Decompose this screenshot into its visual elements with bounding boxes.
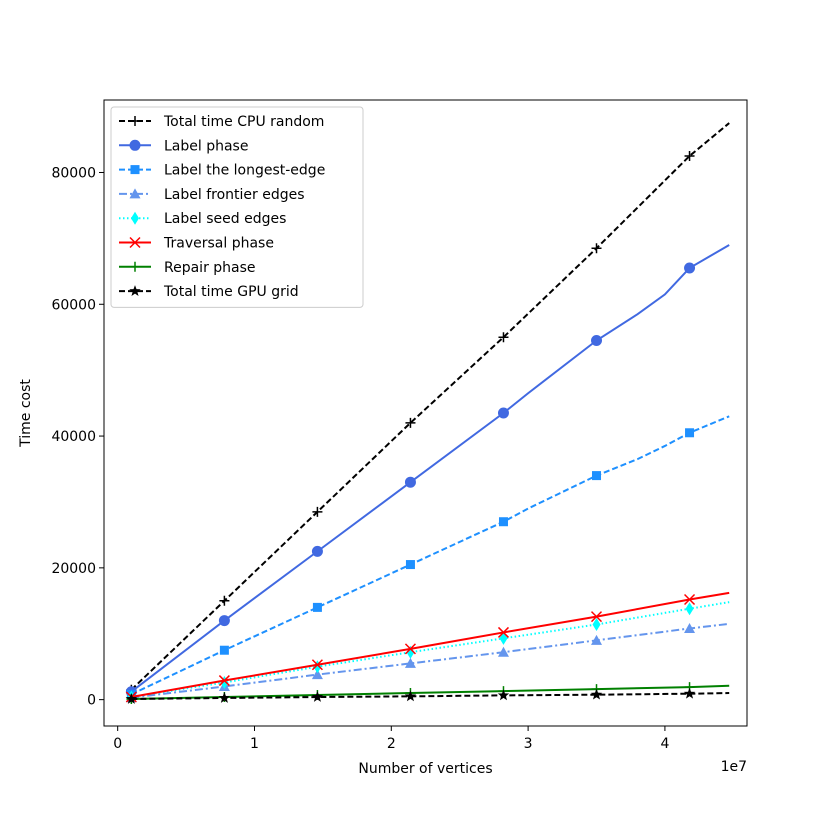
data-point-label-phase xyxy=(684,262,696,274)
y-tick-label: 60000 xyxy=(51,297,96,313)
series-line-label-seed-edges xyxy=(131,601,730,698)
y-tick-label: 40000 xyxy=(51,429,96,445)
data-point-total-time-cpu-random xyxy=(219,595,230,606)
data-point-label-frontier-edges xyxy=(497,646,509,657)
x-tick-label: 0 xyxy=(113,736,122,752)
data-point-total-time-gpu-grid xyxy=(218,691,231,703)
data-point-label-the-longest-edge xyxy=(312,602,322,612)
data-point-label-frontier-edges xyxy=(404,657,416,668)
legend-item-repair-phase: Repair phase xyxy=(119,260,256,276)
series-layer xyxy=(125,122,730,704)
legend-marker xyxy=(129,139,141,151)
data-point-label-frontier-edges xyxy=(591,634,603,645)
data-point-total-time-gpu-grid xyxy=(125,692,138,704)
legend-label: Label seed edges xyxy=(164,211,286,227)
legend-label: Label frontier edges xyxy=(164,187,305,203)
data-point-traversal-phase xyxy=(684,593,696,606)
data-point-total-time-cpu-random xyxy=(498,332,509,343)
data-point-traversal-phase xyxy=(218,675,230,687)
legend-item-traversal-phase: Traversal phase xyxy=(119,236,274,252)
series-line-label-the-longest-edge xyxy=(130,415,730,696)
data-point-traversal-phase xyxy=(311,659,323,671)
data-point-label-seed-edges xyxy=(592,618,601,632)
series-total-time-gpu-grid xyxy=(125,687,730,704)
data-point-total-time-gpu-grid xyxy=(311,691,324,702)
data-point-label-the-longest-edge xyxy=(405,560,415,570)
data-point-label-the-longest-edge xyxy=(219,645,229,655)
series-line-label-frontier-edges xyxy=(131,622,730,699)
legend-label: Traversal phase xyxy=(163,236,274,252)
x-axis-multiplier: 1e7 xyxy=(721,759,747,775)
x-tick-label: 2 xyxy=(387,736,396,752)
data-point-label-phase xyxy=(311,545,323,557)
legend-label: Repair phase xyxy=(164,260,256,276)
y-tick-label: 0 xyxy=(87,693,96,709)
data-point-label-seed-edges xyxy=(685,602,694,616)
y-axis: 0 20000 40000 60000 80000 xyxy=(51,165,104,709)
series-line-total-time-gpu-grid xyxy=(131,692,730,700)
legend-label: Total time GPU grid xyxy=(163,284,299,300)
legend-label: Total time CPU random xyxy=(163,114,324,130)
series-line-label-phase xyxy=(130,244,730,693)
plot-area-frame xyxy=(103,99,748,727)
legend-item-label-frontier-edges: Label frontier edges xyxy=(119,187,305,203)
data-point-label-frontier-edges xyxy=(311,669,323,680)
data-point-label-the-longest-edge xyxy=(498,517,508,527)
series-line-total-time-cpu-random xyxy=(130,122,730,691)
data-point-total-time-gpu-grid xyxy=(497,689,510,701)
x-tick-label: 1 xyxy=(250,736,259,752)
y-tick-label: 20000 xyxy=(51,561,96,577)
legend-marker xyxy=(129,285,141,296)
legend-item-label-the-longest-edge: Label the longest-edge xyxy=(119,163,325,179)
legend-item-total-time-cpu-random: Total time CPU random xyxy=(119,114,324,130)
data-point-total-time-cpu-random xyxy=(312,506,323,517)
data-point-traversal-phase xyxy=(590,611,603,623)
legend-item-label-seed-edges: Label seed edges xyxy=(119,211,286,227)
data-point-label-the-longest-edge xyxy=(592,471,602,481)
data-point-total-time-cpu-random xyxy=(591,243,602,254)
series-label-the-longest-edge xyxy=(126,415,730,699)
data-point-traversal-phase xyxy=(404,643,416,655)
series-label-frontier-edges xyxy=(125,622,730,703)
data-point-label-phase xyxy=(218,615,230,627)
legend-label: Label the longest-edge xyxy=(164,163,325,179)
data-point-label-phase xyxy=(404,476,416,488)
x-axis-label: Number of vertices xyxy=(358,761,492,777)
y-axis-label: Time cost xyxy=(18,379,34,448)
data-point-label-phase xyxy=(591,335,603,347)
data-point-total-time-gpu-grid xyxy=(683,687,696,699)
x-tick-label: 3 xyxy=(524,736,533,752)
x-tick-label: 4 xyxy=(660,736,669,752)
series-line-repair-phase xyxy=(131,684,730,700)
legend-marker xyxy=(130,116,140,126)
data-point-traversal-phase xyxy=(497,626,510,638)
data-point-label-frontier-edges xyxy=(684,622,696,633)
data-point-label-the-longest-edge xyxy=(685,428,695,438)
x-axis: 0 1 2 3 4 xyxy=(113,726,669,752)
legend: Total time CPU random Label phase Label th… xyxy=(110,106,364,308)
series-total-time-cpu-random xyxy=(126,122,730,695)
series-line-traversal-phase xyxy=(131,591,730,698)
legend-marker xyxy=(130,165,140,175)
legend-marker xyxy=(130,261,140,272)
legend-marker xyxy=(129,188,141,199)
series-label-phase xyxy=(125,244,730,698)
legend-box xyxy=(110,106,364,308)
data-point-total-time-cpu-random xyxy=(405,417,416,428)
data-point-label-phase xyxy=(497,407,509,419)
data-point-total-time-gpu-grid xyxy=(590,688,603,700)
series-repair-phase xyxy=(126,682,730,704)
legend-item-total-time-gpu-grid: Total time GPU grid xyxy=(119,284,299,300)
data-point-total-time-gpu-grid xyxy=(404,690,417,702)
legend-label: Label phase xyxy=(164,138,248,154)
legend-marker xyxy=(129,236,141,249)
y-tick-label: 80000 xyxy=(51,165,96,181)
legend-marker xyxy=(131,211,139,225)
data-point-total-time-cpu-random xyxy=(684,151,695,162)
legend-item-label-phase: Label phase xyxy=(119,138,248,154)
